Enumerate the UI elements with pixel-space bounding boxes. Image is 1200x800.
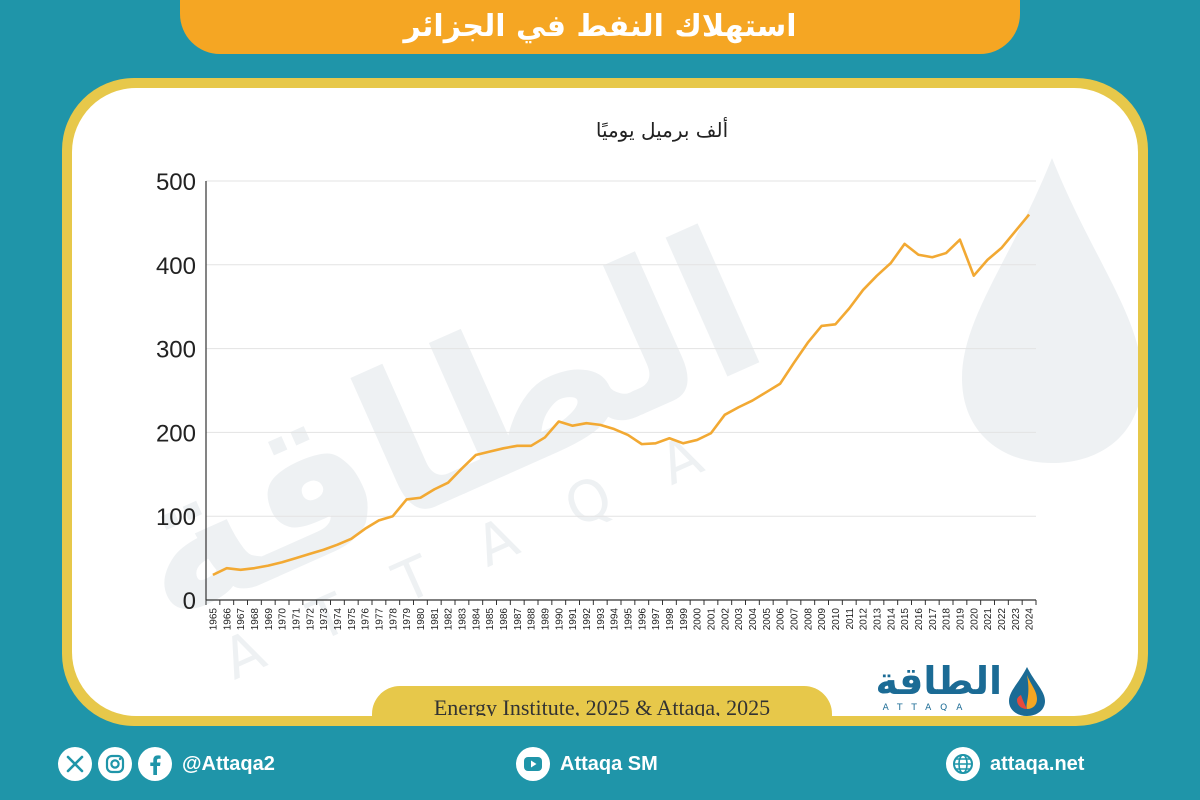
x-tick-label: 1995 xyxy=(623,608,634,631)
x-tick-label: 2015 xyxy=(900,608,911,631)
logo-drop-icon xyxy=(1009,667,1045,716)
x-tick-label: 2013 xyxy=(872,608,883,631)
x-tick-label: 1970 xyxy=(278,608,289,631)
x-tick-label: 2016 xyxy=(914,608,925,631)
x-tick-label: 1971 xyxy=(291,608,302,631)
x-tick-label: 1976 xyxy=(361,608,372,631)
title-banner: استهلاك النفط في الجزائر xyxy=(180,0,1020,54)
x-tick-label: 2022 xyxy=(997,608,1008,631)
x-tick-label: 1999 xyxy=(679,608,690,631)
x-tick-label: 1972 xyxy=(305,608,316,631)
x-tick-label: 1993 xyxy=(596,608,607,631)
page-title: استهلاك النفط في الجزائر xyxy=(403,9,797,44)
x-tick-label: 2020 xyxy=(969,608,980,631)
x-tick-label: 1988 xyxy=(527,608,538,631)
x-tick-label: 1965 xyxy=(208,608,219,631)
x-tick-label: 2024 xyxy=(1025,608,1036,631)
x-tick-label: 1983 xyxy=(457,608,468,631)
instagram-icon[interactable] xyxy=(98,747,132,781)
x-tick-label: 1975 xyxy=(347,608,358,631)
x-tick-label: 2000 xyxy=(693,608,704,631)
x-tick-label: 2011 xyxy=(845,608,856,630)
x-tick-label: 1987 xyxy=(513,608,524,631)
x-tick-label: 1985 xyxy=(485,608,496,631)
x-tick-label: 1973 xyxy=(319,608,330,631)
website-group: attaqa.net xyxy=(946,744,1084,784)
x-tick-label: 1977 xyxy=(374,608,385,631)
unit-label: ألف برميل يوميًا xyxy=(595,118,729,142)
youtube-channel[interactable]: Attaqa SM xyxy=(560,752,658,775)
x-tick-label: 1982 xyxy=(444,608,455,631)
x-tick-label: 1981 xyxy=(430,608,441,631)
y-tick-label: 200 xyxy=(156,420,196,447)
x-tick-label: 1969 xyxy=(264,608,275,631)
x-tick-label: 2018 xyxy=(942,608,953,631)
social-group: @Attaqa2 xyxy=(58,744,275,784)
y-tick-label: 100 xyxy=(156,504,196,531)
x-tick-label: 1974 xyxy=(333,608,344,631)
x-tick-label: 1989 xyxy=(540,608,551,631)
x-tick-label: 1986 xyxy=(499,608,510,631)
y-tick-label: 0 xyxy=(183,588,196,615)
youtube-group: Attaqa SM xyxy=(516,744,658,784)
y-tick-label: 400 xyxy=(156,253,196,280)
x-tick-label: 1990 xyxy=(554,608,565,631)
x-tick-label: 1979 xyxy=(402,608,413,631)
x-tick-label: 1992 xyxy=(582,608,593,631)
chart: 0 100 200 300 400 500 1965 1966 1967 1968 1969 1970… xyxy=(156,169,1037,631)
x-tick-label: 2017 xyxy=(928,608,939,631)
social-handle[interactable]: @Attaqa2 xyxy=(182,752,275,775)
source-box: Energy Institute, 2025 & Attaqa, 2025 xyxy=(372,686,832,716)
x-tick-label: 2019 xyxy=(955,608,966,631)
x-tick-label: 2001 xyxy=(706,608,717,631)
x-tick-label: 1984 xyxy=(471,608,482,631)
x-tick-label: 1998 xyxy=(665,608,676,631)
series-line xyxy=(212,213,1031,577)
x-tick-label: 2008 xyxy=(803,608,814,631)
x-tick-label: 1991 xyxy=(568,608,579,631)
attaqa-logo: الطاقة ATTAQA xyxy=(842,661,1062,716)
y-tick-label: 300 xyxy=(156,337,196,364)
x-tick-label: 2004 xyxy=(748,608,759,631)
x-tick-label: 1996 xyxy=(637,608,648,631)
watermark-drop-icon xyxy=(962,158,1138,463)
youtube-icon[interactable] xyxy=(516,747,550,781)
globe-icon[interactable] xyxy=(946,747,980,781)
x-tick-label: 1980 xyxy=(416,608,427,631)
x-tick-label: 2014 xyxy=(886,608,897,631)
x-icon[interactable] xyxy=(58,747,92,781)
logo-latin-text: ATTAQA xyxy=(882,703,972,713)
x-tick-label: 2010 xyxy=(831,608,842,631)
facebook-icon[interactable] xyxy=(138,747,172,781)
x-tick-label: 1967 xyxy=(236,608,247,631)
x-tick-label: 2003 xyxy=(734,608,745,631)
x-tick-label: 2009 xyxy=(817,608,828,631)
x-tick-label: 1997 xyxy=(651,608,662,631)
x-tick-label: 2007 xyxy=(789,608,800,631)
website-link[interactable]: attaqa.net xyxy=(990,752,1085,775)
x-tick-label: 2006 xyxy=(776,608,787,631)
x-tick-label: 2023 xyxy=(1011,608,1022,631)
x-tick-label: 1978 xyxy=(388,608,399,631)
x-tick-label: 2012 xyxy=(859,608,870,631)
x-tick-label: 2021 xyxy=(983,608,994,631)
x-tick-label: 2002 xyxy=(720,608,731,631)
x-tick-label: 1994 xyxy=(610,608,621,631)
chart-card: الطاقة ATTAQA 0 100 200 300 400 500 1965 1966 19… xyxy=(72,88,1138,716)
source-text: Energy Institute, 2025 & Attaqa, 2025 xyxy=(433,695,771,716)
x-tick-label: 1968 xyxy=(250,608,261,631)
x-tick-label: 1966 xyxy=(222,608,233,631)
y-tick-label: 500 xyxy=(156,169,196,196)
logo-arabic-text: الطاقة xyxy=(875,659,1002,703)
x-tick-label: 2005 xyxy=(762,608,773,631)
